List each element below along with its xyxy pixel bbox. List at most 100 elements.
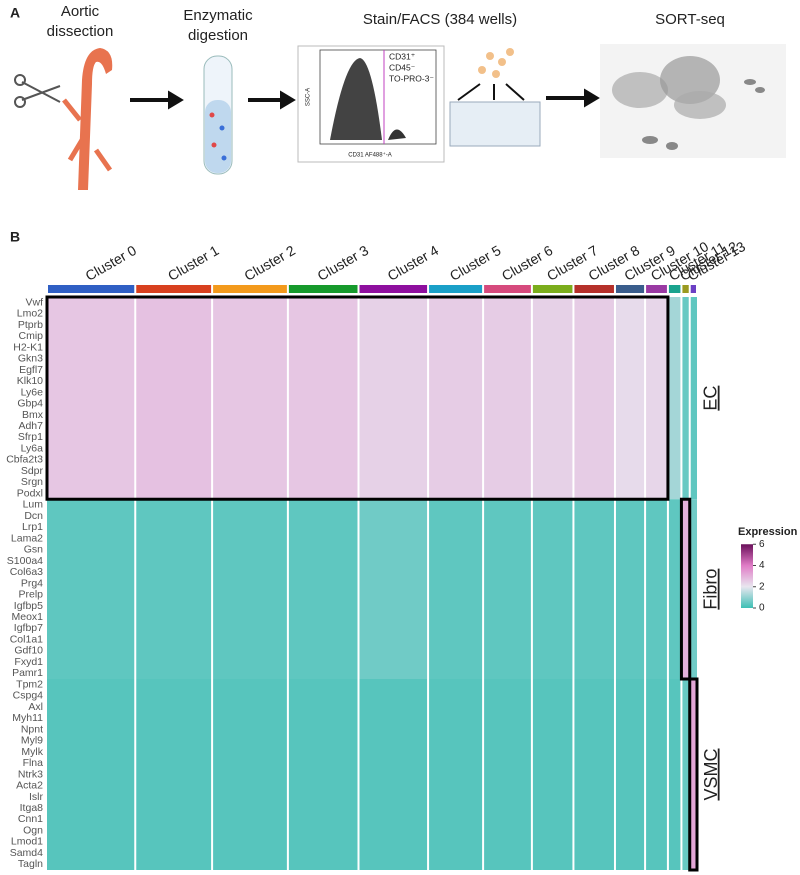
gene-label: Mylk	[21, 746, 43, 758]
facs-plot	[297, 45, 445, 163]
group-label: VSMC	[701, 748, 721, 800]
heatmap-cell	[689, 679, 697, 870]
legend-title: Expression	[738, 526, 798, 538]
group-label: Fibro	[701, 569, 721, 610]
gene-label: H2-K1	[13, 341, 43, 353]
legend-tick-label: 6	[759, 539, 765, 550]
panel-label: B	[10, 229, 20, 245]
heatmap-cell	[135, 679, 213, 870]
cluster-bar	[484, 285, 531, 293]
gene-label: Lmod1	[11, 836, 43, 848]
gene-label: Col1a1	[10, 633, 43, 645]
gene-label: Tagln	[18, 858, 43, 870]
cluster-bar	[136, 285, 212, 293]
gene-label: Gkn3	[18, 353, 43, 365]
gene-label: Itga8	[20, 802, 44, 814]
heatmap-cell	[483, 499, 532, 679]
cluster-label: Cluster 3	[315, 242, 372, 284]
tsne-illustration	[600, 44, 786, 158]
heatmap: VwfLmo2PtprbCmipH2-K1Gkn3Egfl7Klk10Ly6eG…	[6, 238, 798, 872]
heatmap-cell	[428, 499, 484, 679]
heatmap-cell	[358, 499, 429, 679]
gene-label: Cmip	[18, 330, 43, 342]
heatmap-cell	[645, 499, 668, 679]
group-box	[45, 295, 670, 501]
gene-label: Igfbp5	[14, 600, 43, 612]
heatmap-cell	[358, 679, 429, 870]
gene-label: S100a4	[7, 555, 43, 567]
gene-label: Prg4	[21, 577, 43, 589]
gene-label: Npnt	[21, 723, 43, 735]
cluster-bar	[615, 285, 645, 293]
gene-label: Ogn	[23, 824, 43, 836]
cluster-bar	[288, 285, 358, 293]
gene-label: Meox1	[11, 611, 43, 623]
step-label: Enzymatic digestion	[183, 7, 253, 44]
cluster-bar	[532, 285, 573, 293]
gene-label: Ntrk3	[18, 768, 43, 780]
gene-label: Klk10	[17, 375, 43, 387]
cluster-bar	[359, 285, 428, 293]
panel-label: A	[10, 5, 20, 21]
heatmap-cell	[645, 679, 668, 870]
gene-label: Lum	[23, 499, 44, 511]
gene-label: Col6a3	[10, 566, 43, 578]
gate-label: CD45⁻	[389, 62, 415, 72]
heatmap-cell	[135, 499, 213, 679]
heatmap-cell	[573, 499, 615, 679]
heatmap-cell	[212, 679, 288, 870]
heatmap-cell	[287, 499, 359, 679]
cluster-bar	[682, 285, 689, 293]
heatmap-cell	[614, 499, 646, 679]
cluster-label: Cluster 2	[241, 242, 298, 284]
gate-label: CD31⁺	[389, 51, 415, 61]
legend-tick-label: 0	[759, 603, 765, 614]
cluster-bar	[213, 285, 287, 293]
gene-label: Cspg4	[13, 690, 44, 702]
heatmap-cell	[573, 297, 615, 500]
group-label: EC	[701, 386, 721, 411]
group-box	[679, 497, 692, 681]
gene-label: Lmo2	[17, 308, 43, 320]
gene-label: Egfl7	[19, 364, 43, 376]
cluster-label: Cluster 6	[499, 242, 556, 284]
heatmap-cell	[531, 297, 574, 500]
gene-label: Ly6e	[21, 386, 44, 398]
legend-tick-label: 2	[759, 581, 765, 592]
heatmap-cell	[689, 297, 697, 500]
gene-label: Adh7	[18, 420, 43, 432]
gene-label: Lrp1	[22, 521, 43, 533]
heatmap-cell	[681, 297, 690, 500]
gene-label: Myl9	[21, 735, 43, 747]
heatmap-cell	[645, 297, 668, 500]
legend-bar	[741, 544, 753, 608]
gate-label: TO-PRO-3⁻	[389, 73, 434, 83]
gene-label: Axl	[28, 701, 43, 713]
gene-label: Prelp	[18, 589, 43, 601]
cluster-bar	[668, 285, 681, 293]
heatmap-cell	[573, 679, 615, 870]
gene-label: Lama2	[11, 532, 43, 544]
gene-label: Vwf	[25, 296, 43, 308]
heatmap-cell	[287, 679, 359, 870]
heatmap-cell	[212, 499, 288, 679]
cluster-bar	[429, 285, 483, 293]
tube-illustration	[203, 55, 233, 175]
gene-label: Sdpr	[21, 465, 44, 477]
heatmap-cell	[287, 297, 359, 500]
gene-label: Gsn	[24, 544, 43, 556]
step-label: SORT-seq	[655, 11, 725, 28]
facs-y-label: SSC-A	[306, 88, 312, 106]
gene-label: Cbfa2t3	[6, 454, 43, 466]
gene-label: Pamr1	[12, 667, 43, 679]
gene-label: Gbp4	[17, 398, 43, 410]
gene-label: Islr	[29, 791, 44, 803]
plate-illustration	[449, 48, 541, 147]
gene-label: Samd4	[10, 847, 43, 859]
facs-labels: CD31⁺CD45⁻TO-PRO-3⁻ CD31 AF488⁺-A SSC-A	[306, 51, 434, 158]
gene-label: Acta2	[16, 780, 43, 792]
heatmap-cell	[614, 297, 646, 500]
gene-label: Sfrp1	[18, 431, 43, 443]
heatmap-cell	[135, 297, 213, 500]
